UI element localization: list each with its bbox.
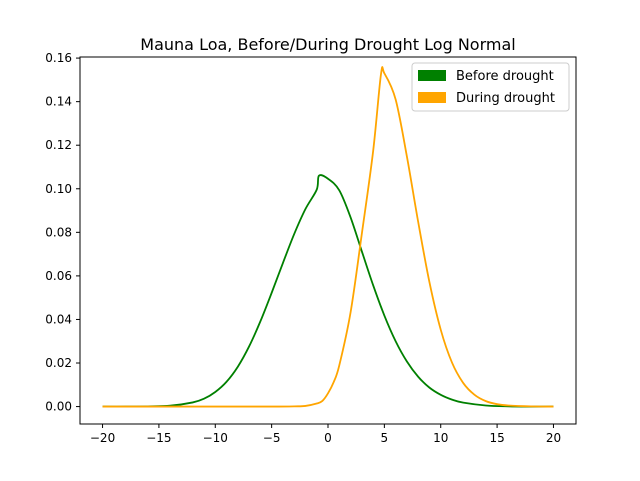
y-tick-label: 0.04 [45,312,72,326]
x-tick-label: −5 [263,431,281,445]
x-tick-label: 20 [546,431,561,445]
y-tick-label: 0.02 [45,356,72,370]
x-tick-label: 15 [489,431,504,445]
y-tick-label: 0.16 [45,51,72,65]
y-tick-label: 0.00 [45,400,72,414]
series-line-before-drought [102,174,554,408]
x-tick-label: −10 [203,431,228,445]
legend-label-during-drought: During drought [456,91,555,106]
legend-frame [411,62,570,112]
x-tick-label: −20 [90,431,115,445]
y-tick-label: 0.14 [45,95,72,109]
legend: Before drought During drought [411,62,570,112]
x-tick-label: 5 [381,431,389,445]
x-axis: −20 −15 −10 −5 0 5 10 15 20 [90,424,561,445]
y-tick-label: 0.10 [45,182,72,196]
x-tick-label: 0 [324,431,332,445]
plot-area [102,66,554,408]
y-tick-label: 0.08 [45,225,72,239]
series-line-during-drought [102,66,554,408]
x-tick-label: 10 [433,431,448,445]
y-tick-label: 0.12 [45,138,72,152]
y-tick-label: 0.06 [45,269,72,283]
legend-swatch-during-drought [418,92,446,103]
legend-label-before-drought: Before drought [456,69,554,84]
x-tick-label: −15 [146,431,171,445]
legend-swatch-before-drought [418,70,446,81]
y-axis: 0.00 0.02 0.04 0.06 0.08 0.10 0.12 0.14 0.16 [45,51,80,414]
chart-title: Mauna Loa, Before/During Drought Log Nor… [140,35,515,54]
